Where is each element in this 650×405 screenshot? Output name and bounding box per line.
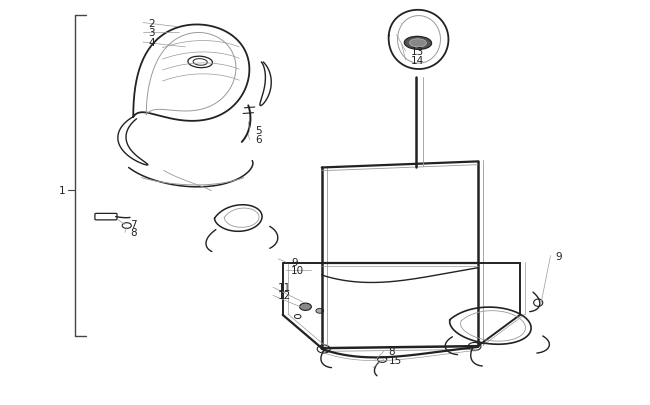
Text: 8: 8 bbox=[130, 228, 136, 238]
Text: 12: 12 bbox=[278, 291, 291, 301]
Text: 10: 10 bbox=[291, 266, 304, 275]
Text: 13: 13 bbox=[411, 47, 424, 57]
Text: 15: 15 bbox=[389, 355, 402, 364]
Text: 11: 11 bbox=[278, 283, 291, 292]
Text: 14: 14 bbox=[411, 56, 424, 66]
Text: 8: 8 bbox=[389, 347, 395, 356]
Text: 4: 4 bbox=[148, 38, 155, 48]
Text: 1: 1 bbox=[58, 185, 65, 195]
Text: 3: 3 bbox=[148, 28, 155, 38]
Text: 9: 9 bbox=[556, 251, 562, 261]
Ellipse shape bbox=[404, 37, 432, 50]
Ellipse shape bbox=[410, 40, 426, 48]
Text: 7: 7 bbox=[130, 220, 136, 230]
Circle shape bbox=[316, 309, 324, 313]
Circle shape bbox=[300, 303, 311, 311]
Text: 9: 9 bbox=[291, 258, 298, 267]
Text: 5: 5 bbox=[255, 126, 261, 135]
Text: 6: 6 bbox=[255, 135, 261, 145]
Text: 2: 2 bbox=[148, 19, 155, 28]
